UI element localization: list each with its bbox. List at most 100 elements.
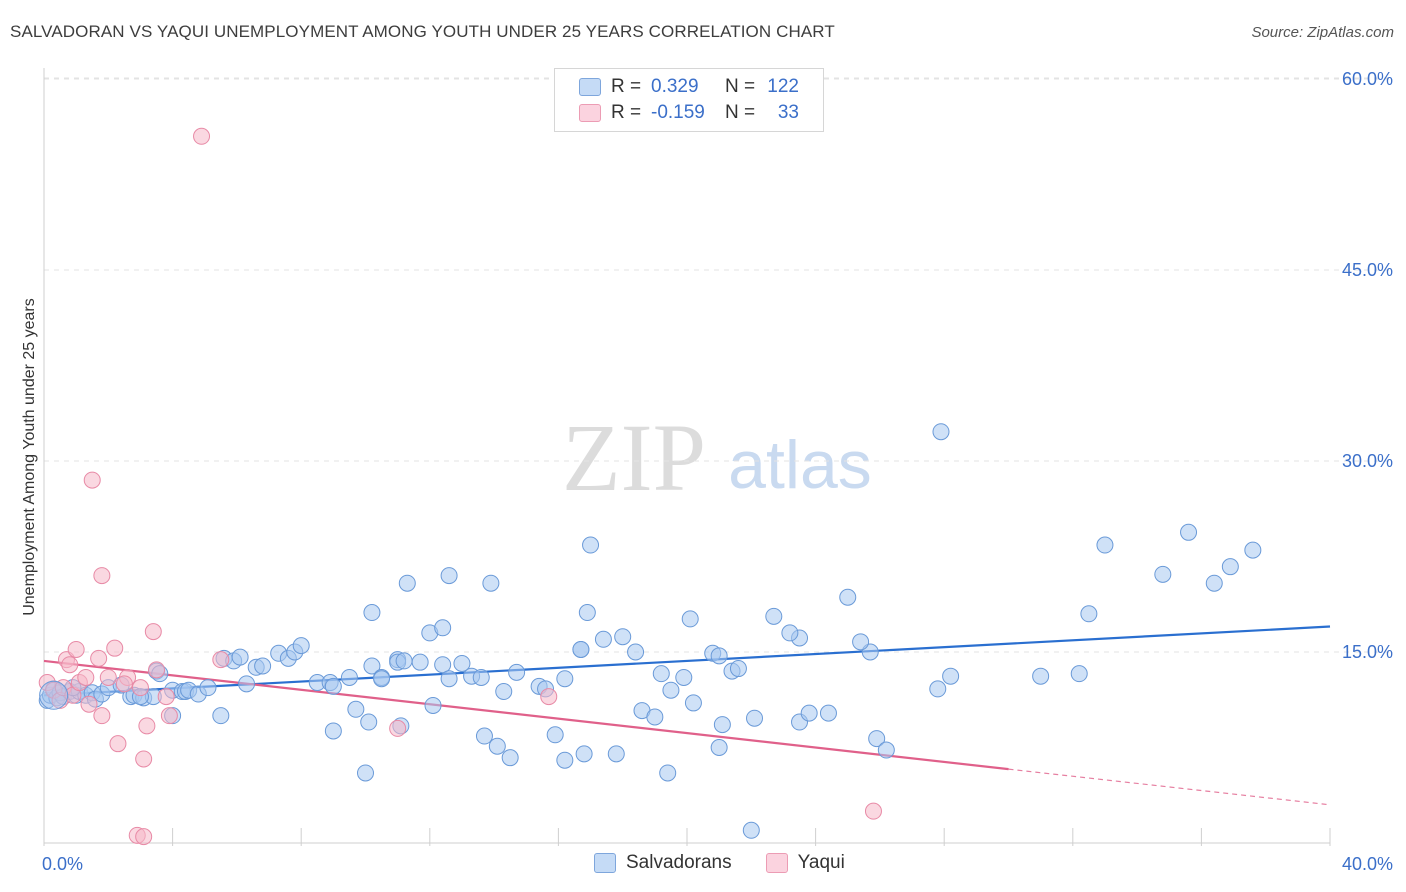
point-salvadorans xyxy=(472,668,490,686)
point-salvadorans xyxy=(1096,536,1114,554)
point-yaqui xyxy=(160,707,178,725)
legend-row-salvadorans: R = 0.329 N = 122 xyxy=(579,75,799,99)
trend-line-salvadorans xyxy=(43,625,1331,697)
point-yaqui xyxy=(80,695,98,713)
point-salvadorans xyxy=(546,726,564,744)
point-salvadorans xyxy=(578,604,596,622)
correlation-legend: R = 0.329 N = 122 R = -0.159 N = 33 xyxy=(554,68,824,132)
point-yaqui xyxy=(93,707,111,725)
source-label: Source: ZipAtlas.com xyxy=(1251,24,1394,41)
point-salvadorans xyxy=(729,660,747,678)
point-salvadorans xyxy=(1205,574,1223,592)
point-salvadorans xyxy=(659,764,677,782)
legend-r-label: R = xyxy=(611,102,642,123)
legend-n-value: 33 xyxy=(777,102,799,123)
legend-swatch-pink xyxy=(765,853,788,873)
trend-lines xyxy=(43,625,1331,806)
legend-item-salvadorans: Salvadorans xyxy=(594,852,732,874)
point-salvadorans xyxy=(932,423,950,441)
point-salvadorans xyxy=(868,730,886,748)
point-salvadorans xyxy=(607,745,625,763)
point-salvadorans xyxy=(852,633,870,651)
point-yaqui xyxy=(106,639,124,657)
point-salvadorans xyxy=(373,670,391,688)
point-salvadorans xyxy=(347,700,365,718)
point-salvadorans xyxy=(713,716,731,734)
point-yaqui xyxy=(135,750,153,768)
point-salvadorans xyxy=(434,656,452,674)
point-yaqui xyxy=(157,688,175,706)
legend-label-yaqui: Yaqui xyxy=(797,852,845,873)
legend-swatch-pink xyxy=(579,104,601,122)
point-salvadorans xyxy=(627,643,645,661)
point-salvadorans xyxy=(800,704,818,722)
point-salvadorans xyxy=(582,536,600,554)
point-salvadorans xyxy=(357,764,374,782)
legend-r-value: -0.159 xyxy=(651,102,705,123)
point-salvadorans xyxy=(646,708,664,726)
point-yaqui xyxy=(83,471,101,489)
point-salvadorans xyxy=(254,657,272,675)
legend-label-salvadorans: Salvadorans xyxy=(626,852,732,873)
point-salvadorans xyxy=(746,709,764,727)
point-salvadorans xyxy=(440,670,458,688)
point-yaqui xyxy=(540,688,558,706)
gridlines xyxy=(44,77,1392,653)
point-yaqui xyxy=(109,735,127,753)
point-salvadorans xyxy=(434,619,452,637)
point-yaqui xyxy=(138,717,156,735)
point-yaqui xyxy=(67,640,85,658)
y-tick-label: 30.0% xyxy=(1342,451,1393,471)
point-salvadorans xyxy=(1080,605,1098,623)
data-points xyxy=(38,127,1262,846)
trend-line-yaqui-extension xyxy=(1008,768,1331,806)
point-salvadorans xyxy=(1070,665,1088,683)
point-salvadorans xyxy=(710,647,728,665)
point-salvadorans xyxy=(742,821,760,839)
point-yaqui xyxy=(864,802,882,820)
point-salvadorans xyxy=(360,713,378,731)
point-salvadorans xyxy=(675,668,693,686)
point-salvadorans xyxy=(453,654,471,672)
point-salvadorans xyxy=(594,630,612,648)
point-salvadorans xyxy=(839,588,857,606)
point-salvadorans xyxy=(652,665,670,683)
legend-row-yaqui: R = -0.159 N = 33 xyxy=(579,101,799,125)
point-salvadorans xyxy=(614,628,632,646)
x-tick-label: 40.0% xyxy=(1342,854,1393,874)
point-yaqui xyxy=(212,651,230,669)
legend-n-label: N = xyxy=(725,102,756,123)
point-salvadorans xyxy=(363,604,381,622)
trend-line-yaqui xyxy=(43,659,1009,771)
point-yaqui xyxy=(77,668,95,686)
point-salvadorans xyxy=(440,567,458,585)
point-salvadorans xyxy=(231,648,249,666)
point-salvadorans xyxy=(238,675,256,693)
y-tick-label: 45.0% xyxy=(1342,260,1393,280)
point-yaqui xyxy=(93,567,111,585)
legend-n-label: N = xyxy=(725,76,756,97)
point-yaqui xyxy=(148,661,166,679)
y-tick-label: 60.0% xyxy=(1342,69,1393,89)
chart-title: SALVADORAN VS YAQUI UNEMPLOYMENT AMONG Y… xyxy=(10,22,835,41)
tick-labels: 15.0% 30.0% 45.0% 60.0% 0.0% 40.0% xyxy=(42,69,1393,874)
legend-swatch-blue xyxy=(594,853,616,873)
point-salvadorans-cluster xyxy=(39,680,69,710)
watermark-zip: ZIP xyxy=(562,404,706,511)
point-salvadorans xyxy=(819,704,837,722)
point-salvadorans xyxy=(363,657,381,675)
point-salvadorans xyxy=(556,751,574,769)
series-legend: Salvadorans Yaqui xyxy=(594,852,879,874)
point-salvadorans xyxy=(508,663,526,681)
legend-n-value: 122 xyxy=(767,76,799,97)
point-salvadorans xyxy=(710,739,728,756)
point-yaqui xyxy=(99,668,117,686)
point-salvadorans xyxy=(942,667,960,685)
point-salvadorans xyxy=(765,607,783,625)
point-salvadorans xyxy=(488,737,506,755)
axes xyxy=(43,68,1331,846)
point-salvadorans xyxy=(395,652,413,670)
watermark: ZIP atlas xyxy=(562,404,872,511)
point-salvadorans xyxy=(1180,523,1198,541)
